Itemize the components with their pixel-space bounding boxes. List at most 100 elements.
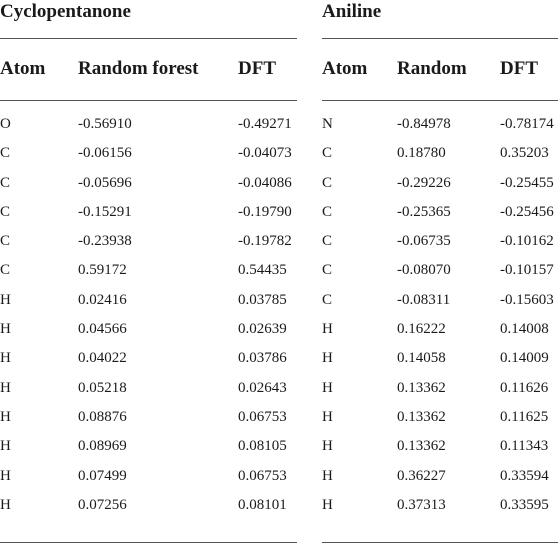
cell-dft-value: 0.08105: [238, 438, 287, 455]
cell-random-forest-value: 0.59172: [78, 262, 127, 279]
cell-random-forest-value: 0.13362: [397, 408, 446, 425]
table-bottom-rule: [322, 542, 558, 543]
table-row: H 0.05218 0.02643: [0, 374, 297, 403]
cell-atom: H: [322, 467, 333, 484]
column-header-random: Random: [397, 58, 467, 79]
table-row: C -0.05696 -0.04086: [0, 169, 297, 198]
table-row: C 0.59172 0.54435: [0, 256, 297, 285]
table-row: H 0.36227 0.33594: [322, 462, 558, 491]
cell-dft-value: 0.11343: [500, 438, 549, 455]
cell-atom: H: [322, 321, 333, 338]
cell-random-forest-value: 0.13362: [397, 379, 446, 396]
table-row: H 0.13362 0.11343: [322, 432, 558, 461]
cell-random-forest-value: -0.06735: [397, 233, 451, 250]
cell-random-forest-value: 0.37313: [397, 496, 446, 513]
cell-random-forest-value: 0.36227: [397, 467, 446, 484]
cell-atom: H: [322, 350, 333, 367]
cell-random-forest-value: 0.16222: [397, 321, 446, 338]
cell-random-forest-value: -0.56910: [78, 116, 132, 132]
cyclopentanone-title: Cyclopentanone: [0, 1, 131, 22]
table-row: C 0.18780 0.35203: [322, 139, 558, 168]
table-row: O -0.56910 -0.49271: [0, 110, 297, 139]
aniline-title: Aniline: [322, 1, 382, 22]
cyclopentanone-header-row: Atom Random forest DFT: [0, 55, 297, 83]
table-row: C -0.25365 -0.25456: [322, 198, 558, 227]
cell-random-forest-value: 0.08969: [78, 438, 127, 455]
table-row: H 0.04022 0.03786: [0, 344, 297, 373]
table-row: H 0.08876 0.06753: [0, 403, 297, 432]
cell-dft-value: 0.02639: [238, 321, 287, 338]
cell-dft-value: -0.25456: [500, 203, 554, 220]
table-row: C -0.08311 -0.15603: [322, 286, 558, 315]
cell-atom: H: [322, 379, 333, 396]
cell-dft-value: 0.14008: [500, 321, 549, 338]
cell-dft-value: 0.14009: [500, 350, 549, 367]
cell-atom: H: [0, 496, 11, 513]
cell-atom: C: [0, 262, 11, 279]
cell-random-forest-value: 0.07256: [78, 496, 127, 513]
cell-random-forest-value: 0.04566: [78, 321, 127, 338]
table-row: H 0.13362 0.11625: [322, 403, 558, 432]
cell-atom: N: [322, 116, 333, 132]
table-row: C -0.06735 -0.10162: [322, 227, 558, 256]
table-row: H 0.02416 0.03785: [0, 286, 297, 315]
table-bottom-rule: [0, 542, 297, 543]
cell-random-forest-value: 0.04022: [78, 350, 127, 367]
cell-dft-value: -0.15603: [500, 291, 554, 308]
table-row: N -0.84978 -0.78174: [322, 110, 558, 139]
cell-dft-value: -0.19782: [238, 233, 292, 250]
column-header-dft: DFT: [238, 58, 276, 79]
cell-random-forest-value: 0.13362: [397, 438, 446, 455]
cell-dft-value: 0.06753: [238, 408, 287, 425]
table-row: H 0.04566 0.02639: [0, 315, 297, 344]
cell-dft-value: 0.54435: [238, 262, 287, 279]
cell-atom: C: [0, 203, 11, 220]
table-row: C -0.08070 -0.10157: [322, 256, 558, 285]
cell-random-forest-value: -0.25365: [397, 203, 451, 220]
table-row: H 0.37313 0.33595: [322, 491, 558, 520]
column-header-dft: DFT: [500, 58, 538, 79]
column-header-atom: Atom: [0, 58, 46, 79]
cell-random-forest-value: -0.84978: [397, 116, 451, 132]
header-bottom-rule: [322, 100, 558, 101]
table-row: C -0.23938 -0.19782: [0, 227, 297, 256]
cell-random-forest-value: -0.06156: [78, 145, 132, 162]
cell-atom: C: [322, 233, 333, 250]
cell-dft-value: 0.03786: [238, 350, 287, 367]
cell-atom: C: [0, 233, 11, 250]
cell-atom: C: [0, 145, 11, 162]
cell-atom: H: [0, 438, 11, 455]
table-row: C -0.15291 -0.19790: [0, 198, 297, 227]
table-row: C -0.29226 -0.25455: [322, 169, 558, 198]
table-top-rule: [322, 38, 558, 39]
table-row: H 0.14058 0.14009: [322, 344, 558, 373]
cell-random-forest-value: 0.07499: [78, 467, 127, 484]
cell-dft-value: -0.25455: [500, 174, 554, 191]
cell-dft-value: -0.78174: [500, 116, 554, 132]
table-row: H 0.13362 0.11626: [322, 374, 558, 403]
cell-random-forest-value: -0.15291: [78, 203, 132, 220]
cell-dft-value: 0.06753: [238, 467, 287, 484]
header-bottom-rule: [0, 100, 297, 101]
cell-random-forest-value: 0.08876: [78, 408, 127, 425]
table-row: C -0.06156 -0.04073: [0, 139, 297, 168]
cyclopentanone-rows: O -0.56910 -0.49271 C -0.06156 -0.04073 C -0.05…: [0, 110, 297, 520]
cell-dft-value: 0.33594: [500, 467, 549, 484]
cell-atom: H: [322, 438, 333, 455]
cell-dft-value: -0.04073: [238, 145, 292, 162]
cell-random-forest-value: 0.18780: [397, 145, 446, 162]
cell-atom: C: [322, 262, 333, 279]
cell-atom: C: [322, 203, 333, 220]
cell-dft-value: 0.11625: [500, 408, 549, 425]
cell-random-forest-value: -0.08311: [397, 291, 451, 308]
cell-dft-value: -0.49271: [238, 116, 292, 132]
cell-atom: H: [0, 291, 11, 308]
cell-random-forest-value: 0.14058: [397, 350, 446, 367]
cell-atom: C: [0, 174, 11, 191]
cell-dft-value: 0.11626: [500, 379, 549, 396]
column-header-atom: Atom: [322, 58, 368, 79]
cell-atom: C: [322, 291, 333, 308]
cell-atom: O: [0, 116, 11, 132]
cell-dft-value: -0.04086: [238, 174, 292, 191]
cell-atom: C: [322, 174, 333, 191]
